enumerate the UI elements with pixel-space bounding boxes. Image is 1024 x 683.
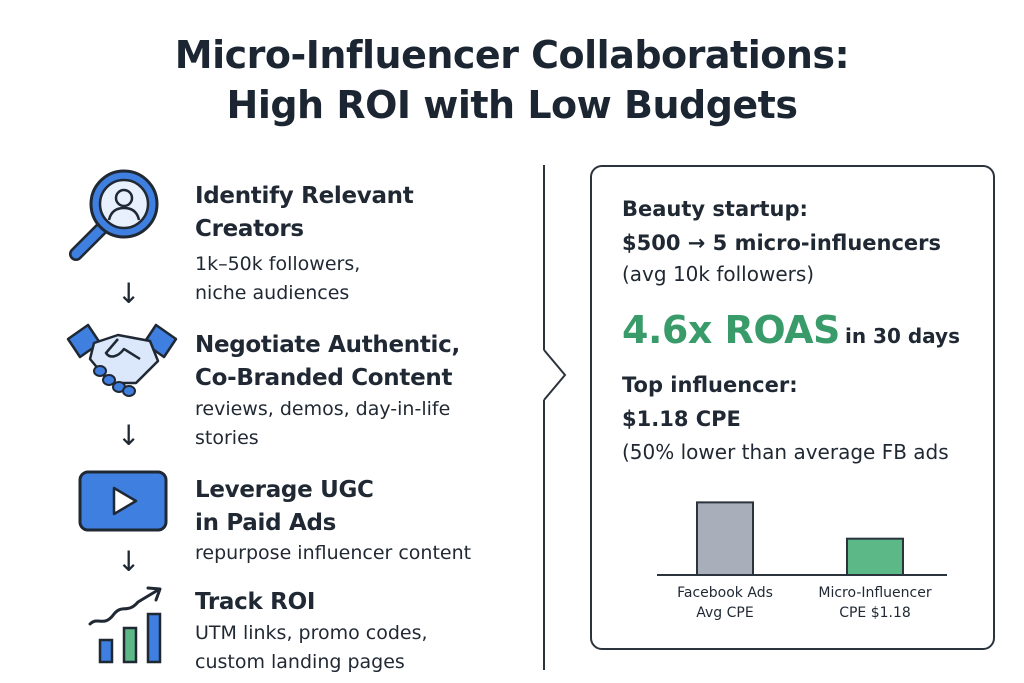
case-average-followers: (avg 10k followers) <box>622 262 815 286</box>
heading-line: Creators <box>195 216 304 242</box>
top-influencer-label: Top influencer: <box>622 373 798 397</box>
title-line-2: High ROI with Low Budgets <box>226 83 798 127</box>
roas-period: in 30 days <box>844 324 960 348</box>
handshake-icon <box>66 323 178 397</box>
step-identify: Identify Relevant Creators 1k–50k follow… <box>0 160 540 310</box>
step-heading: Track ROI <box>195 586 315 619</box>
desc-line: custom landing pages <box>195 651 405 673</box>
cpe-comparison: (50% lower than average FB ads <box>622 440 949 464</box>
desc-line: 1k–50k followers, <box>195 253 361 275</box>
page-title: Micro-Influencer Collaborations: High RO… <box>0 30 1024 130</box>
title-line-1: Micro-Influencer Collaborations: <box>174 33 850 77</box>
desc-line: reviews, demos, day-in-life <box>195 398 451 420</box>
step-heading: Negotiate Authentic, Co-Branded Content <box>195 329 460 395</box>
step-heading: Identify Relevant Creators <box>195 180 414 246</box>
chart-bar <box>696 501 754 577</box>
chart-category-label: Avg CPE <box>696 605 753 621</box>
chart-bar <box>846 537 904 576</box>
down-arrow-icon: ↓ <box>117 277 141 310</box>
chart-category-label: CPE $1.18 <box>839 605 911 621</box>
magnifier-person-icon <box>69 169 159 261</box>
heading-line: Co-Branded Content <box>195 365 453 391</box>
heading-line: Track ROI <box>195 589 316 615</box>
roas-line: 4.6x ROAS in 30 days <box>622 305 960 363</box>
divider-chevron <box>543 165 567 670</box>
desc-line: UTM links, promo codes, <box>195 622 428 644</box>
step-description: UTM links, promo codes, custom landing p… <box>195 619 428 677</box>
step-heading: Leverage UGC in Paid Ads <box>195 474 374 540</box>
chart-category-label: Facebook Ads <box>677 585 773 601</box>
case-study-panel: Beauty startup: $500 → 5 micro-influence… <box>590 165 995 650</box>
chart-category-label: Micro-Influencer <box>818 585 931 601</box>
cpe-comparison-chart: Facebook Ads Avg CPE Micro-Influencer CPE $… <box>657 501 947 621</box>
desc-line: stories <box>195 427 259 449</box>
case-spend: $500 → 5 micro-influencers <box>622 231 942 255</box>
case-subject: Beauty startup: <box>622 197 808 221</box>
step-leverage-ugc: Leverage UGC in Paid Ads repurpose influ… <box>0 462 540 572</box>
step-negotiate: Negotiate Authentic, Co-Branded Content … <box>0 315 540 455</box>
heading-line: in Paid Ads <box>195 510 337 536</box>
step-track-roi: Track ROI UTM links, promo codes, custom… <box>0 582 540 682</box>
step-description: 1k–50k followers, niche audiences <box>195 250 360 308</box>
top-influencer-cpe: $1.18 CPE <box>622 407 741 431</box>
desc-line: niche audiences <box>195 282 350 304</box>
down-arrow-icon: ↓ <box>117 419 141 452</box>
growth-chart-icon <box>88 586 162 664</box>
down-arrow-icon: ↓ <box>117 545 141 578</box>
roas-value: 4.6x ROAS <box>622 308 840 352</box>
video-play-icon <box>78 470 168 532</box>
step-description: reviews, demos, day-in-life stories <box>195 395 450 453</box>
step-description: repurpose influencer content <box>195 539 471 568</box>
heading-line: Identify Relevant <box>195 183 414 209</box>
heading-line: Leverage UGC <box>195 477 374 503</box>
heading-line: Negotiate Authentic, <box>195 332 460 358</box>
desc-line: repurpose influencer content <box>195 542 472 564</box>
